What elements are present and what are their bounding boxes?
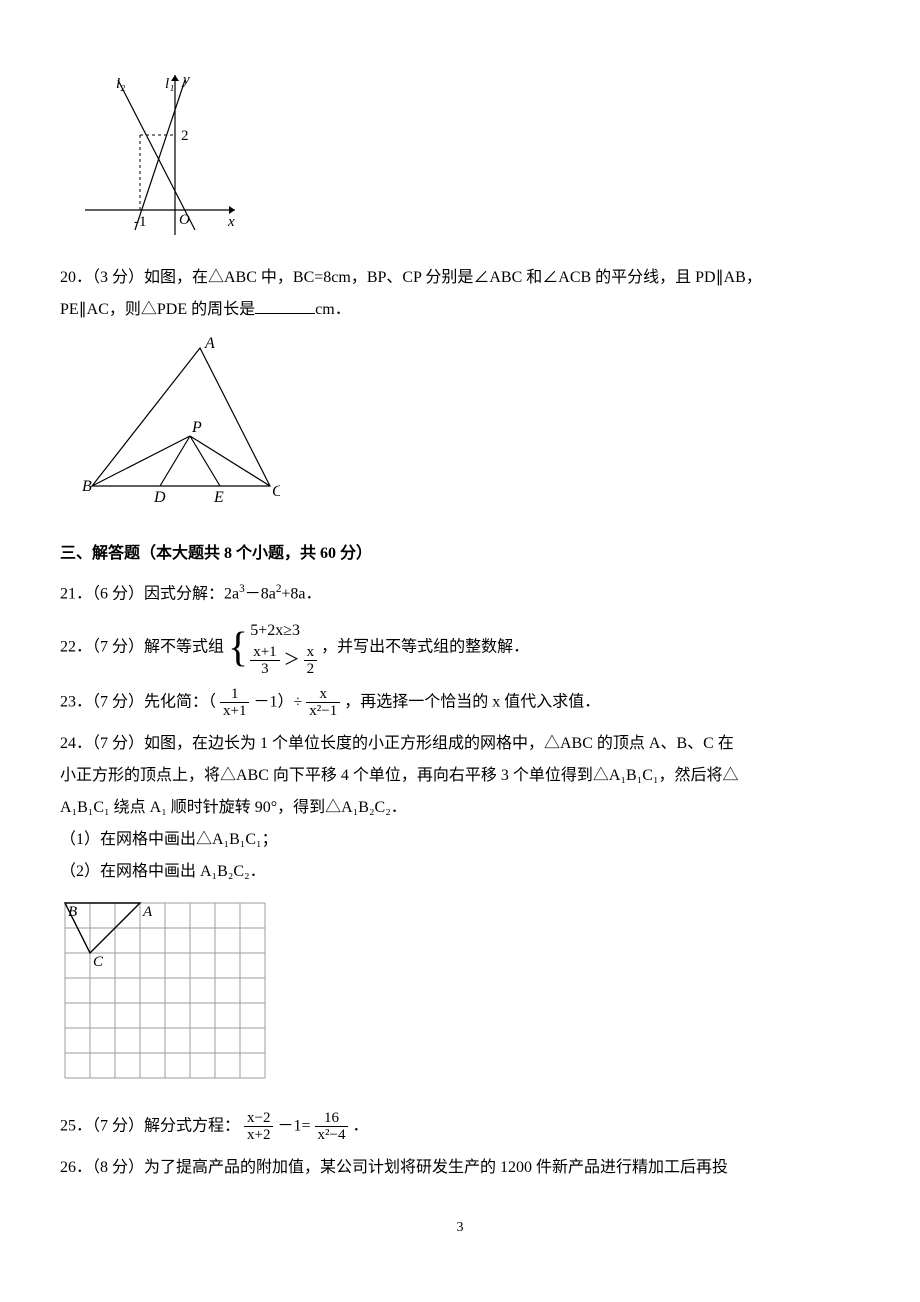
svg-text:B: B	[82, 478, 92, 495]
p23-mid1: －1）÷	[253, 694, 302, 711]
problem-26: 26．（8 分）为了提高产品的附加值，某公司计划将研发生产的 1200 件新产品…	[60, 1152, 860, 1184]
p20-text-a: 20．（3 分）如图，在△ABC 中，BC=8cm，BP、CP 分别是∠ABC …	[60, 269, 762, 286]
svg-text:P: P	[191, 419, 202, 436]
problem-25: 25．（7 分）解分式方程： x−2x+2 －1= 16x²−4 ．	[60, 1110, 860, 1144]
svg-text:A: A	[142, 904, 153, 920]
svg-text:E: E	[213, 489, 224, 506]
p22-prefix: 22．（7 分）解不等式组	[60, 639, 224, 656]
p24-l2: 小正方形的顶点上，将△ABC 向下平移 4 个单位，再向右平移 3 个单位得到△…	[60, 760, 860, 792]
p23-frac2: xx²−1	[306, 686, 340, 720]
p22-frac1: x+13	[250, 644, 279, 678]
p22-case1: 5+2x≥3	[250, 618, 317, 644]
svg-text:C: C	[272, 483, 280, 500]
p21-suffix: +8a．	[281, 585, 321, 602]
section-3-title: 三、解答题（本大题共 8 个小题，共 60 分）	[60, 538, 860, 570]
svg-text:D: D	[153, 489, 166, 506]
p22-case2: x+13 ＞ x2	[250, 644, 317, 678]
p22-op: ＞	[284, 652, 300, 669]
p24-s2: （2）在网格中画出 A₁B₂C₂．	[60, 856, 860, 888]
p24-s1: （1）在网格中画出△A₁B₁C₁；	[60, 824, 860, 856]
p25-frac2: 16x²−4	[315, 1110, 349, 1144]
svg-text:O: O	[179, 212, 190, 228]
svg-text:2: 2	[181, 128, 189, 144]
svg-text:l₂: l₂	[116, 76, 125, 92]
svg-text:x: x	[227, 214, 235, 230]
p24-l1: 24．（7 分）如图，在边长为 1 个单位长度的小正方形组成的网格中，△ABC …	[60, 728, 860, 760]
problem-20: 20．（3 分）如图，在△ABC 中，BC=8cm，BP、CP 分别是∠ABC …	[60, 262, 860, 326]
problem-21: 21．（6 分）因式分解：2a3－8a2+8a．	[60, 578, 860, 610]
fig-19-graph: Ox y -1 2 l₁ l₂	[80, 70, 860, 252]
p20-text-b: PE∥AC，则△PDE 的周长是	[60, 301, 255, 318]
p25-prefix: 25．（7 分）解分式方程：	[60, 1118, 240, 1135]
p22-cases: 5+2x≥3 x+13 ＞ x2	[250, 618, 317, 678]
p23-frac1: 1x+1	[220, 686, 249, 720]
p23-suffix: ，再选择一个恰当的 x 值代入求值．	[344, 694, 600, 711]
p22-brace-group: { 5+2x≥3 x+13 ＞ x2	[228, 618, 317, 678]
fig-24-grid: A B C	[60, 898, 860, 1100]
problem-23: 23．（7 分）先化简：（ 1x+1 －1）÷ xx²−1 ，再选择一个恰当的 …	[60, 686, 860, 720]
fig-20-triangle: A B C P D E	[80, 336, 860, 518]
svg-text:A: A	[204, 336, 215, 352]
p21-prefix: 21．（6 分）因式分解：2a	[60, 585, 239, 602]
svg-text:l₁: l₁	[165, 76, 174, 92]
svg-text:y: y	[181, 72, 190, 88]
p20-blank	[255, 297, 315, 314]
p25-frac1: x−2x+2	[244, 1110, 273, 1144]
p22-brace: {	[228, 627, 248, 669]
p24-l3: A₁B₁C₁ 绕点 A₁ 顺时针旋转 90°，得到△A₁B₂C₂．	[60, 792, 860, 824]
svg-text:-1: -1	[134, 214, 147, 230]
p23-prefix: 23．（7 分）先化简：（	[60, 694, 216, 711]
svg-text:C: C	[93, 954, 104, 970]
page-number: 3	[60, 1214, 860, 1242]
problem-24: 24．（7 分）如图，在边长为 1 个单位长度的小正方形组成的网格中，△ABC …	[60, 728, 860, 888]
p25-suffix: ．	[352, 1118, 368, 1135]
p21-mid1: －8a	[245, 585, 276, 602]
svg-text:B: B	[68, 904, 77, 920]
p25-mid: －1=	[277, 1118, 310, 1135]
p22-frac2: x2	[304, 644, 318, 678]
problem-22: 22．（7 分）解不等式组 { 5+2x≥3 x+13 ＞ x2 ，并写出不等式…	[60, 618, 860, 678]
p20-text-c: cm．	[315, 301, 351, 318]
p22-suffix: ，并写出不等式组的整数解．	[321, 639, 529, 656]
